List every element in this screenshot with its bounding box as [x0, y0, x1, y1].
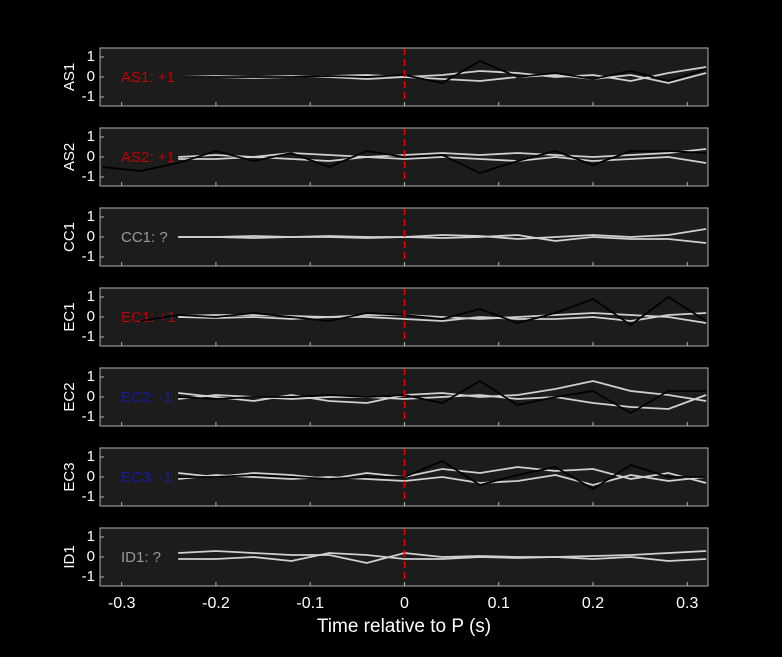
y-tick-label: 1: [87, 208, 95, 225]
y-tick-label: 0: [87, 388, 95, 405]
x-tick-label: 0.2: [582, 595, 604, 612]
panel-annotation: EC1: +1: [121, 309, 176, 326]
trace: [178, 228, 707, 240]
trace: [178, 550, 707, 564]
x-axis-label: Time relative to P (s): [317, 616, 491, 637]
y-tick-label: 0: [87, 228, 95, 245]
traces: [178, 550, 707, 564]
y-tick-label: -1: [82, 328, 95, 345]
traces: [178, 459, 707, 491]
y-axis-label: AS1: [61, 63, 78, 91]
y-tick-label: 1: [87, 288, 95, 305]
panel-annotation: AS1: +1: [121, 69, 175, 86]
panel-annotation: AS2: +1: [121, 149, 175, 166]
y-tick-label: 0: [87, 548, 95, 565]
trace: [178, 312, 707, 324]
y-tick-label: -1: [82, 568, 95, 585]
panel-annotation: EC2: -1: [121, 389, 172, 406]
x-tick-label: 0: [400, 595, 409, 612]
y-tick-label: -1: [82, 408, 95, 425]
trace: [178, 234, 707, 244]
trace: [178, 466, 707, 484]
trace: [178, 474, 707, 486]
y-tick-label: 1: [87, 368, 95, 385]
trace: [140, 295, 707, 327]
y-tick-label: 1: [87, 528, 95, 545]
x-tick-label: -0.3: [108, 595, 136, 612]
y-axis-label: EC1: [61, 302, 78, 331]
traces: [178, 228, 707, 244]
traces: [178, 379, 707, 415]
y-tick-label: -1: [82, 168, 95, 185]
x-tick-label: -0.1: [296, 595, 324, 612]
y-axis-label: ID1: [61, 545, 78, 568]
y-tick-label: 0: [87, 148, 95, 165]
x-tick-label: 0.3: [676, 595, 698, 612]
panel-annotation: CC1: ?: [121, 229, 168, 246]
y-tick-label: 1: [87, 48, 95, 65]
y-tick-label: -1: [82, 488, 95, 505]
trace: [178, 552, 707, 562]
traces: [140, 295, 707, 327]
y-axis-label: AS2: [61, 143, 78, 171]
y-axis-label: EC2: [61, 382, 78, 411]
trace: [178, 380, 707, 404]
trace: [178, 59, 707, 84]
trace: [178, 379, 707, 415]
panel-annotation: EC3: -1: [121, 469, 172, 486]
trace: [178, 459, 707, 491]
panel-annotation: ID1: ?: [121, 549, 161, 566]
y-tick-label: 1: [87, 128, 95, 145]
y-axis-label: EC3: [61, 462, 78, 491]
x-tick-label: -0.2: [202, 595, 230, 612]
y-tick-label: 1: [87, 448, 95, 465]
y-tick-label: -1: [82, 248, 95, 265]
trace: [178, 312, 707, 322]
traces: [178, 59, 707, 84]
y-tick-label: 0: [87, 468, 95, 485]
y-tick-label: 0: [87, 68, 95, 85]
y-axis-label: CC1: [61, 222, 78, 252]
y-tick-label: 0: [87, 308, 95, 325]
y-tick-label: -1: [82, 88, 95, 105]
x-tick-label: 0.1: [488, 595, 510, 612]
